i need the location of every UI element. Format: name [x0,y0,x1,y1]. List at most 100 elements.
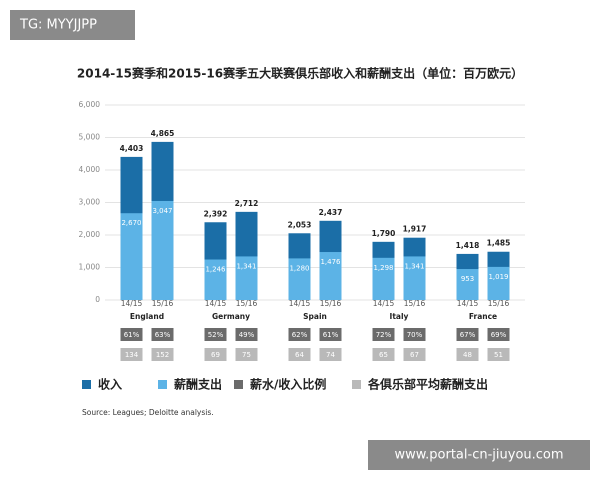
y-tick-label: 5,000 [79,133,101,142]
bar [151,200,174,300]
bar [288,258,311,300]
x-tick-label: 14/15 [289,299,311,308]
value-label: 3,047 [152,207,172,215]
group-label: England [130,312,164,321]
watermark: www.portal-cn-jiuyou.com [394,448,563,463]
value-label: 1,280 [289,264,309,272]
x-tick-label: 15/16 [320,299,342,308]
y-tick-label: 4,000 [79,165,101,174]
average-label: 75 [242,351,251,359]
ratio-label: 49% [239,331,255,339]
value-label: 1,418 [456,241,480,250]
group-label: Italy [390,312,409,321]
legend-swatch [234,380,243,389]
x-tick-label: 14/15 [457,299,479,308]
x-tick-label: 15/16 [152,299,174,308]
y-tick-label: 2,000 [79,230,101,239]
watermark-box [10,10,135,40]
average-label: 152 [156,351,169,359]
ratio-label: 61% [323,331,339,339]
average-label: 74 [326,351,335,359]
value-label: 2,053 [288,220,312,229]
ratio-box [151,328,174,341]
average-box [319,348,342,361]
x-tick-label: 15/16 [488,299,510,308]
average-label: 48 [463,351,472,359]
y-tick-label: 3,000 [79,198,101,207]
value-label: 1,019 [488,273,508,281]
value-label: 4,403 [120,144,144,153]
value-label: 1,341 [404,262,424,270]
legend-swatch [158,380,167,389]
average-label: 64 [295,351,304,359]
average-box [456,348,479,361]
value-label: 1,476 [320,258,341,266]
ratio-box [372,328,395,341]
x-tick-label: 14/15 [205,299,227,308]
value-label: 1,341 [236,262,256,270]
average-box [120,348,143,361]
average-box [288,348,311,361]
x-tick-label: 14/15 [373,299,395,308]
ratio-box [288,328,311,341]
ratio-box [319,328,342,341]
ratio-label: 63% [155,331,171,339]
average-label: 69 [211,351,220,359]
ratio-label: 70% [407,331,423,339]
y-tick-label: 0 [95,295,100,304]
average-box [235,348,258,361]
average-label: 134 [125,351,139,359]
ratio-box [487,328,510,341]
source: Source: Leagues; Deloitte analysis. [82,408,214,417]
bar [319,252,342,300]
group-label: France [469,312,497,321]
bar [487,266,510,300]
ratio-label: 62% [292,331,308,339]
ratio-label: 67% [460,331,476,339]
ratio-label: 52% [208,331,224,339]
bar [403,256,426,300]
legend-swatch [82,380,91,389]
watermark: TG: MYYJJPP [19,18,97,33]
y-tick-label: 6,000 [79,100,101,109]
x-tick-label: 14/15 [121,299,143,308]
value-label: 1,485 [487,239,511,248]
value-label: 1,790 [372,229,396,238]
ratio-box [120,328,143,341]
value-label: 2,392 [204,209,228,218]
y-tick-label: 1,000 [79,263,101,272]
value-label: 2,670 [121,219,141,227]
watermark-box [368,440,590,470]
legend-swatch [352,380,361,389]
average-box [204,348,227,361]
average-box [487,348,510,361]
ratio-box [456,328,479,341]
legend-label: 薪酬支出 [174,377,222,392]
legend-label: 各俱乐部平均薪酬支出 [367,377,488,392]
value-label: 1,917 [403,225,427,234]
ratio-box [204,328,227,341]
x-tick-label: 15/16 [236,299,258,308]
bar [372,257,395,300]
ratio-box [403,328,426,341]
average-label: 51 [494,351,503,359]
legend-label: 薪水/收入比例 [250,377,326,392]
bar [235,256,258,300]
bar [456,269,479,300]
legend-label: 收入 [98,377,122,392]
ratio-box [235,328,258,341]
value-label: 1,298 [373,264,393,272]
bar [120,213,143,300]
chart-title: 2014-15赛季和2015-16赛季五大联赛俱乐部收入和薪酬支出（单位：百万欧… [77,66,523,81]
average-box [372,348,395,361]
group-label: Spain [303,312,327,321]
average-label: 65 [379,351,388,359]
ratio-label: 69% [491,331,507,339]
value-label: 953 [461,275,474,283]
average-box [151,348,174,361]
average-box [403,348,426,361]
ratio-label: 61% [124,331,140,339]
group-label: Germany [212,312,250,321]
average-label: 67 [410,351,419,359]
